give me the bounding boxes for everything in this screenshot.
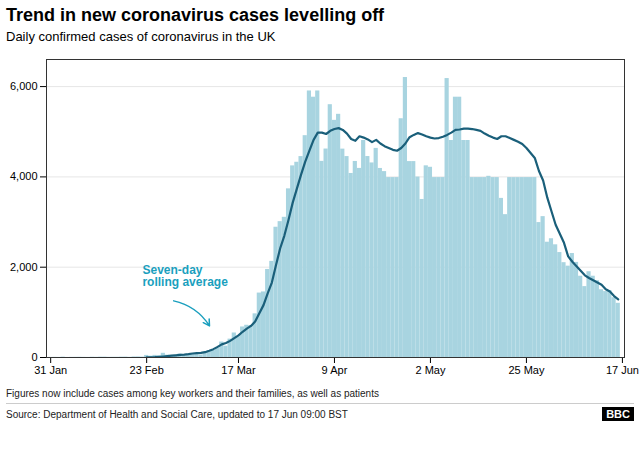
svg-text:17 Jun: 17 Jun	[606, 364, 639, 376]
html-text:Source: Department of Health a: Source: Department of Health and Social …	[6, 408, 348, 420]
svg-text:25 May: 25 May	[508, 364, 545, 376]
svg-text:Seven-dayrolling average: Seven-dayrolling average	[142, 263, 228, 289]
html-text:BBC: BBC	[606, 408, 630, 420]
svg-text:0: 0	[31, 351, 37, 363]
svg-text:9 Apr: 9 Apr	[322, 364, 348, 376]
svg-text:17 Mar: 17 Mar	[221, 364, 256, 376]
svg-text:31 Jan: 31 Jan	[34, 364, 67, 376]
svg-text:6,000: 6,000	[10, 80, 38, 92]
svg-text:2,000: 2,000	[10, 261, 38, 273]
html-text:Figures now include cases amon: Figures now include cases among key work…	[6, 388, 379, 399]
html-text:Daily confirmed cases of coron: Daily confirmed cases of coronavirus in …	[6, 29, 276, 44]
svg-text:23 Feb: 23 Feb	[130, 364, 164, 376]
html-text:Trend in new coronavirus cases: Trend in new coronavirus cases levelling…	[6, 5, 385, 25]
svg-text:2 May: 2 May	[415, 364, 445, 376]
svg-text:4,000: 4,000	[10, 170, 38, 182]
